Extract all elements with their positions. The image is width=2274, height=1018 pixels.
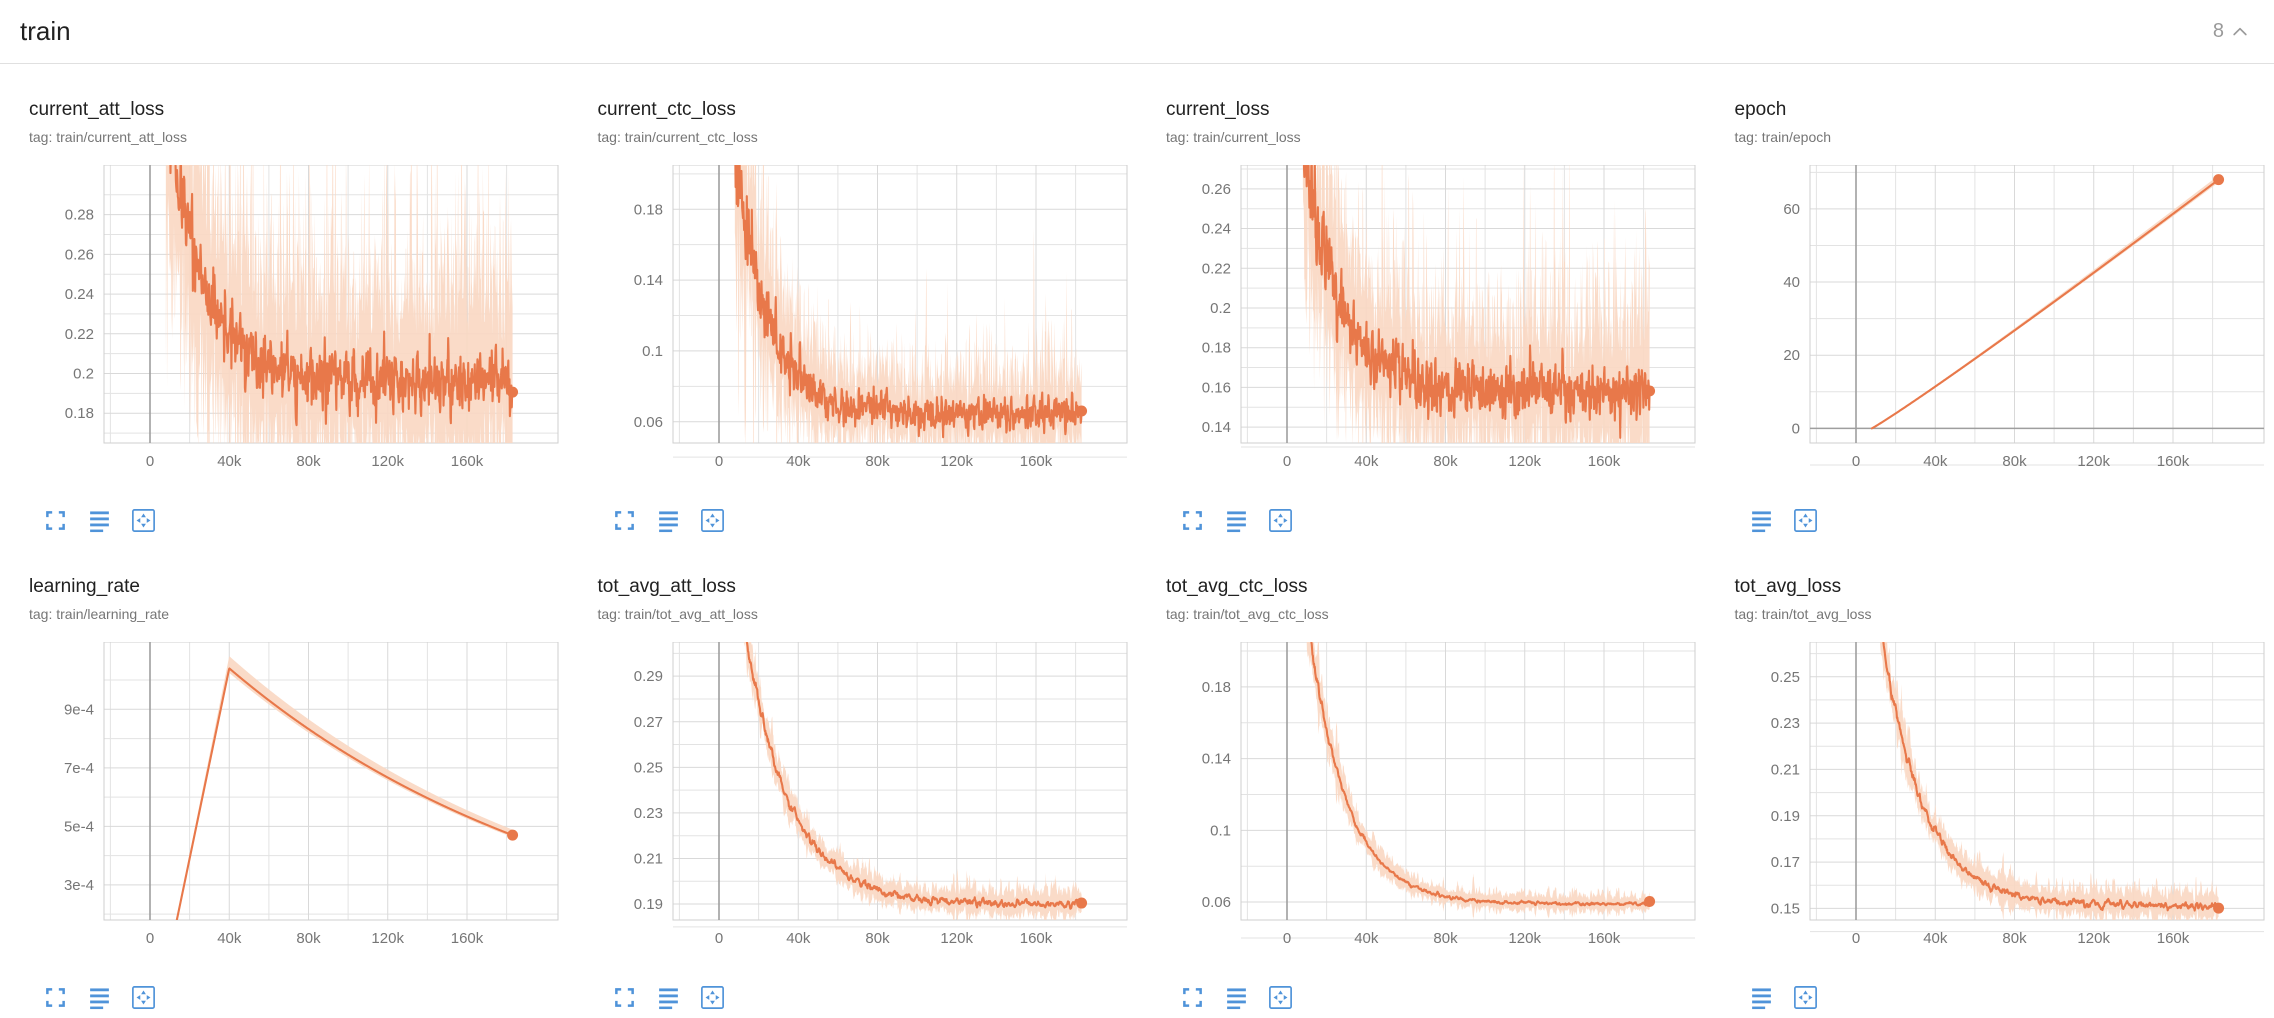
- svg-text:120k: 120k: [1508, 453, 1541, 470]
- svg-text:0.06: 0.06: [633, 414, 662, 431]
- svg-text:80k: 80k: [2002, 930, 2027, 947]
- svg-text:0.18: 0.18: [65, 405, 94, 422]
- svg-text:160k: 160k: [451, 930, 484, 947]
- svg-text:120k: 120k: [940, 453, 973, 470]
- svg-text:0.19: 0.19: [633, 896, 662, 913]
- svg-text:0.24: 0.24: [65, 286, 94, 303]
- svg-text:80k: 80k: [865, 453, 890, 470]
- svg-text:0.16: 0.16: [1202, 379, 1231, 396]
- svg-text:120k: 120k: [371, 930, 404, 947]
- svg-text:0.1: 0.1: [1210, 822, 1231, 839]
- svg-text:20: 20: [1783, 347, 1800, 364]
- svg-text:120k: 120k: [1508, 930, 1541, 947]
- svg-text:0: 0: [146, 930, 154, 947]
- svg-text:0.26: 0.26: [65, 246, 94, 263]
- svg-text:0.24: 0.24: [1202, 221, 1231, 238]
- svg-text:40k: 40k: [786, 453, 811, 470]
- svg-text:0.14: 0.14: [1202, 751, 1231, 768]
- svg-text:160k: 160k: [1019, 930, 1052, 947]
- svg-text:5e-4: 5e-4: [64, 818, 94, 835]
- svg-text:9e-4: 9e-4: [64, 701, 94, 718]
- svg-text:0.26: 0.26: [1202, 181, 1231, 198]
- svg-text:0.18: 0.18: [1202, 340, 1231, 357]
- svg-text:0: 0: [1851, 453, 1859, 470]
- svg-text:40k: 40k: [217, 453, 242, 470]
- svg-text:0.17: 0.17: [1770, 854, 1799, 871]
- svg-text:80k: 80k: [296, 453, 321, 470]
- svg-text:40k: 40k: [1354, 453, 1379, 470]
- svg-text:40k: 40k: [217, 930, 242, 947]
- svg-text:0.19: 0.19: [1770, 808, 1799, 825]
- svg-text:160k: 160k: [1588, 930, 1621, 947]
- svg-text:120k: 120k: [371, 453, 404, 470]
- svg-text:0.22: 0.22: [1202, 260, 1231, 277]
- svg-text:0.23: 0.23: [1770, 715, 1799, 732]
- svg-text:0.1: 0.1: [642, 343, 663, 360]
- svg-text:120k: 120k: [2077, 453, 2110, 470]
- svg-text:0.18: 0.18: [1202, 679, 1231, 696]
- svg-text:80k: 80k: [2002, 453, 2027, 470]
- svg-text:60: 60: [1783, 201, 1800, 218]
- svg-text:80k: 80k: [865, 930, 890, 947]
- svg-text:0.29: 0.29: [633, 668, 662, 685]
- svg-text:160k: 160k: [451, 453, 484, 470]
- svg-text:0.2: 0.2: [1210, 300, 1231, 317]
- svg-text:160k: 160k: [2156, 453, 2189, 470]
- svg-text:0.2: 0.2: [73, 366, 94, 383]
- svg-text:0.23: 0.23: [633, 805, 662, 822]
- svg-text:160k: 160k: [1588, 453, 1621, 470]
- svg-text:0: 0: [714, 930, 722, 947]
- svg-text:160k: 160k: [1019, 453, 1052, 470]
- svg-text:0.25: 0.25: [1770, 669, 1799, 686]
- svg-text:40k: 40k: [1354, 930, 1379, 947]
- svg-text:7e-4: 7e-4: [64, 760, 94, 777]
- svg-text:120k: 120k: [2077, 930, 2110, 947]
- svg-text:0.27: 0.27: [633, 714, 662, 731]
- svg-text:0.28: 0.28: [65, 207, 94, 224]
- svg-text:0: 0: [1851, 930, 1859, 947]
- svg-text:0.21: 0.21: [633, 851, 662, 868]
- svg-text:0.25: 0.25: [633, 759, 662, 776]
- svg-text:40k: 40k: [1923, 930, 1948, 947]
- svg-text:0.21: 0.21: [1770, 761, 1799, 778]
- svg-text:160k: 160k: [2156, 930, 2189, 947]
- svg-text:0: 0: [146, 453, 154, 470]
- svg-text:0: 0: [1791, 420, 1799, 437]
- svg-text:80k: 80k: [1433, 453, 1458, 470]
- svg-text:40k: 40k: [1923, 453, 1948, 470]
- svg-text:3e-4: 3e-4: [64, 877, 94, 894]
- svg-text:0: 0: [1283, 930, 1291, 947]
- svg-text:0: 0: [1283, 453, 1291, 470]
- svg-text:0.06: 0.06: [1202, 894, 1231, 911]
- svg-text:40: 40: [1783, 274, 1800, 291]
- svg-text:0.18: 0.18: [633, 201, 662, 218]
- svg-text:120k: 120k: [940, 930, 973, 947]
- svg-text:0.14: 0.14: [1202, 419, 1231, 436]
- svg-text:40k: 40k: [786, 930, 811, 947]
- svg-text:0: 0: [714, 453, 722, 470]
- svg-text:0.15: 0.15: [1770, 900, 1799, 917]
- svg-text:80k: 80k: [296, 930, 321, 947]
- svg-text:0.22: 0.22: [65, 326, 94, 343]
- svg-text:80k: 80k: [1433, 930, 1458, 947]
- svg-text:0.14: 0.14: [633, 272, 662, 289]
